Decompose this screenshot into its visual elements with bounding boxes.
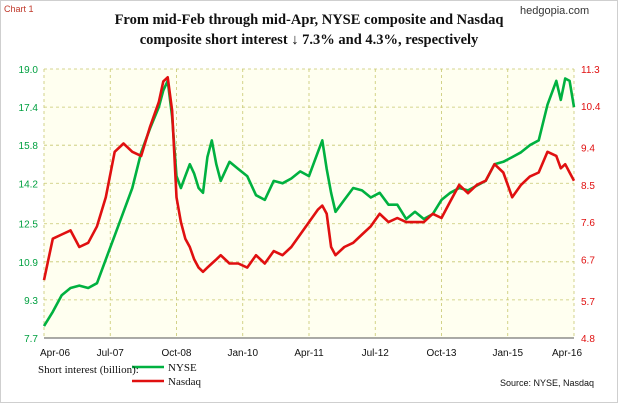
x-axis-tick-label: Apr-16 bbox=[552, 348, 582, 359]
right-axis-tick-label: 6.7 bbox=[581, 255, 595, 266]
left-axis-tick-label: 9.3 bbox=[24, 296, 38, 307]
right-axis-tick-label: 10.4 bbox=[581, 102, 601, 113]
chart-number-label: Chart 1 bbox=[4, 4, 34, 14]
x-axis-tick-label: Apr-06 bbox=[40, 348, 70, 359]
left-axis-tick-label: 19.0 bbox=[19, 65, 39, 76]
x-axis-tick-label: Jul-07 bbox=[97, 348, 125, 359]
chart-title-line-1: From mid-Feb through mid-Apr, NYSE compo… bbox=[114, 12, 504, 28]
right-axis-tick-label: 7.6 bbox=[581, 218, 595, 229]
x-axis-tick-label: Oct-08 bbox=[161, 348, 191, 359]
right-axis-tick-label: 9.4 bbox=[581, 144, 595, 155]
right-axis-tick-label: 11.3 bbox=[581, 65, 600, 76]
left-axis-tick-label: 15.8 bbox=[19, 141, 39, 152]
legend-label-nasdaq: Nasdaq bbox=[168, 376, 201, 388]
x-axis-tick-label: Jan-10 bbox=[227, 348, 258, 359]
legend-label-nyse: NYSE bbox=[168, 362, 197, 374]
left-axis-tick-label: 12.5 bbox=[19, 220, 39, 231]
x-axis-tick-label: Jan-15 bbox=[492, 348, 523, 359]
x-axis-ticks: Apr-06 Jul-07 Oct-08 Jan-10 Apr-11 Jul-12 Oct-… bbox=[40, 348, 582, 359]
x-axis-tick-label: Jul-12 bbox=[362, 348, 390, 359]
left-axis-tick-label: 7.7 bbox=[24, 334, 38, 345]
left-axis-tick-label: 17.4 bbox=[19, 103, 39, 114]
chart-title-line-2: composite short interest ↓ 7.3% and 4.3%… bbox=[139, 32, 479, 48]
x-axis-tick-label: Oct-13 bbox=[426, 348, 456, 359]
right-axis-tick-label: 8.5 bbox=[581, 181, 595, 192]
site-watermark: hedgopia.com bbox=[520, 5, 590, 17]
left-axis-tick-label: 10.9 bbox=[19, 258, 39, 269]
right-axis-ticks: 4.8 5.7 6.7 7.6 8.5 9.4 10.4 11.3 bbox=[581, 65, 601, 345]
left-axis-ticks: 7.7 9.3 10.9 12.5 14.2 15.8 17.4 19.0 bbox=[19, 65, 39, 345]
legend: NYSE Nasdaq bbox=[132, 362, 201, 388]
series-line-nasdaq bbox=[42, 76, 576, 281]
right-axis-tick-label: 4.8 bbox=[581, 334, 595, 345]
right-axis-tick-label: 5.7 bbox=[581, 297, 595, 308]
legend-heading: Short interest (billion): bbox=[38, 364, 139, 376]
source-note: Source: NYSE, Nasdaq bbox=[500, 378, 595, 388]
left-axis-tick-label: 14.2 bbox=[19, 179, 39, 190]
series-lines bbox=[42, 76, 576, 327]
x-axis-tick-label: Apr-11 bbox=[294, 348, 324, 359]
